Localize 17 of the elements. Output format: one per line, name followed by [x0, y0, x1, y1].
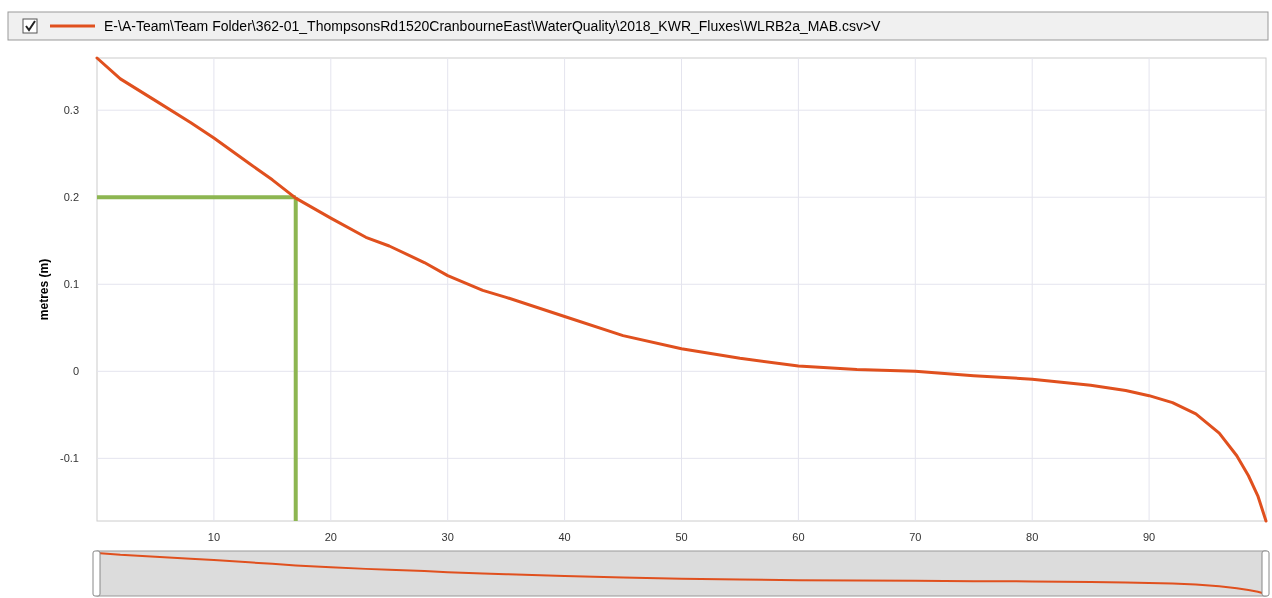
x-tick-label: 60 [792, 531, 805, 543]
y-tick-label: 0.3 [63, 104, 79, 117]
x-tick-label: 40 [558, 531, 571, 543]
y-tick-label: 0.2 [63, 191, 79, 204]
x-tick-label: 80 [1026, 531, 1039, 543]
x-tick-label: 50 [675, 531, 688, 543]
y-axis-title: metres (m) [37, 258, 51, 321]
legend-label: E-\A-Team\Team Folder\362-01_ThompsonsRd1520CranbourneEast\WaterQuality\2018_KWR_Fluxes\WLRB2a_MAB.csv>V [104, 18, 882, 34]
y-tick-label: 0 [72, 365, 79, 378]
x-tick-label: 20 [324, 531, 337, 543]
x-tick-label: 30 [441, 531, 454, 543]
x-tick-label: 90 [1142, 531, 1156, 543]
x-tick-label: 70 [909, 531, 922, 543]
y-tick-label: -0.1 [60, 452, 79, 465]
line-series [95, 56, 1268, 523]
y-tick-label: 0.1 [63, 278, 79, 291]
x-tick-label: 10 [207, 531, 221, 543]
